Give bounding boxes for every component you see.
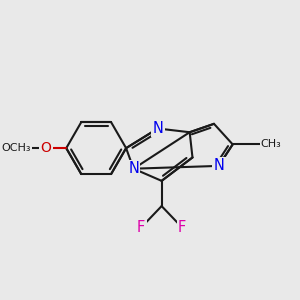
Text: F: F — [137, 220, 145, 235]
Text: F: F — [178, 220, 186, 235]
Text: OCH₃: OCH₃ — [1, 143, 31, 153]
Text: N: N — [128, 161, 139, 176]
Text: CH₃: CH₃ — [261, 140, 281, 149]
Text: N: N — [213, 158, 224, 173]
Text: O: O — [40, 141, 51, 155]
Text: N: N — [152, 121, 163, 136]
